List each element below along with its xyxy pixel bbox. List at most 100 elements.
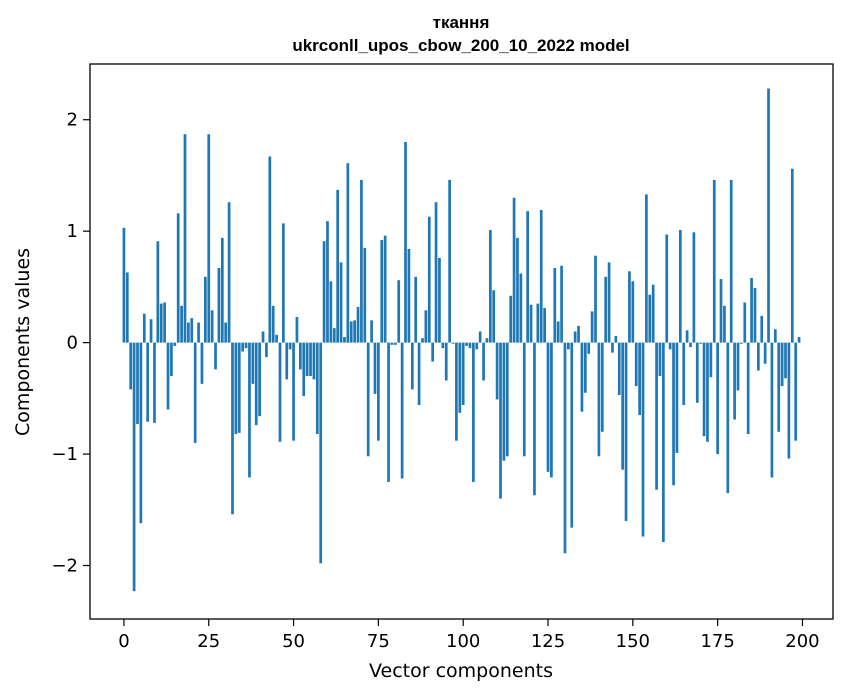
- x-tick-label: 200: [785, 631, 819, 652]
- bar: [780, 342, 784, 387]
- bar: [455, 342, 458, 441]
- bar: [441, 342, 445, 349]
- bar: [472, 342, 475, 482]
- bar: [712, 179, 716, 343]
- bar: [777, 342, 781, 432]
- bar: [645, 194, 648, 343]
- bar: [254, 342, 258, 426]
- bar: [699, 342, 703, 344]
- bar: [505, 342, 509, 457]
- bar: [132, 342, 136, 592]
- bar: [512, 197, 516, 343]
- bar: [590, 311, 594, 343]
- bar: [797, 337, 801, 343]
- bar: [302, 342, 306, 397]
- bar: [617, 342, 621, 395]
- bar: [176, 213, 180, 343]
- bar: [234, 342, 238, 434]
- bar: [387, 342, 390, 482]
- bar: [146, 342, 150, 422]
- bar: [295, 316, 299, 343]
- bar: [658, 342, 662, 377]
- bar: [597, 342, 601, 457]
- bar: [651, 284, 655, 343]
- bar: [393, 342, 397, 345]
- bar: [556, 321, 560, 343]
- x-tick-label: 150: [616, 631, 650, 652]
- bar: [672, 342, 675, 486]
- bar: [122, 227, 126, 343]
- bar: [149, 319, 153, 343]
- bar: [353, 320, 356, 343]
- chart-title-line2: ukrconll_upos_cbow_200_10_2022 model: [292, 36, 629, 55]
- bar: [719, 279, 723, 343]
- bar: [129, 342, 133, 390]
- bar: [475, 342, 479, 350]
- bar: [237, 342, 241, 433]
- y-tick-label: −2: [51, 556, 78, 577]
- bar: [271, 305, 275, 343]
- bar: [794, 342, 798, 441]
- bar: [183, 134, 187, 343]
- bar: [628, 271, 631, 343]
- bar: [329, 281, 333, 343]
- bar: [336, 189, 340, 343]
- y-tick-label: −1: [51, 444, 78, 465]
- y-axis-label: Components values: [12, 248, 34, 436]
- bar: [166, 342, 170, 410]
- bar: [784, 342, 787, 379]
- bar: [767, 88, 770, 343]
- bar: [414, 276, 418, 343]
- y-tick-label: 0: [67, 333, 78, 354]
- bar: [200, 342, 204, 384]
- bar: [488, 230, 492, 343]
- bar: [573, 331, 577, 343]
- bar: [285, 342, 289, 380]
- bar: [600, 342, 604, 432]
- bar: [448, 179, 451, 343]
- bar: [227, 202, 231, 343]
- bar: [305, 342, 309, 377]
- bar: [265, 342, 268, 358]
- bar: [203, 276, 207, 343]
- bar: [261, 331, 265, 343]
- bar: [539, 209, 543, 343]
- bar: [214, 342, 217, 370]
- bar: [631, 281, 635, 343]
- bar: [180, 305, 183, 343]
- bar: [339, 262, 343, 343]
- bar: [675, 342, 679, 453]
- bar: [736, 342, 740, 391]
- bar: [224, 322, 228, 343]
- bar: [482, 342, 485, 381]
- bar: [332, 328, 336, 343]
- bar: [434, 202, 438, 343]
- bar: [373, 342, 377, 394]
- bar: [349, 321, 353, 343]
- bar: [570, 342, 574, 528]
- bar: [275, 334, 278, 343]
- bar: [292, 342, 295, 441]
- bar: [458, 342, 462, 413]
- bar: [370, 320, 373, 343]
- bar: [424, 310, 428, 343]
- bar: [580, 342, 584, 412]
- y-tick-label: 1: [67, 221, 78, 242]
- bar: [729, 179, 733, 343]
- bar: [298, 342, 302, 370]
- bar: [156, 241, 160, 343]
- bar: [478, 331, 482, 343]
- bar: [444, 342, 448, 381]
- bar: [383, 235, 387, 343]
- bar: [241, 342, 245, 352]
- bar: [583, 342, 587, 393]
- bar: [170, 342, 173, 377]
- bar: [553, 267, 557, 343]
- bar: [407, 249, 411, 343]
- bar: [546, 342, 550, 472]
- bar: [159, 303, 163, 343]
- bar: [465, 342, 468, 346]
- x-tick-label: 100: [446, 631, 480, 652]
- bar: [139, 342, 143, 524]
- bar: [499, 342, 502, 499]
